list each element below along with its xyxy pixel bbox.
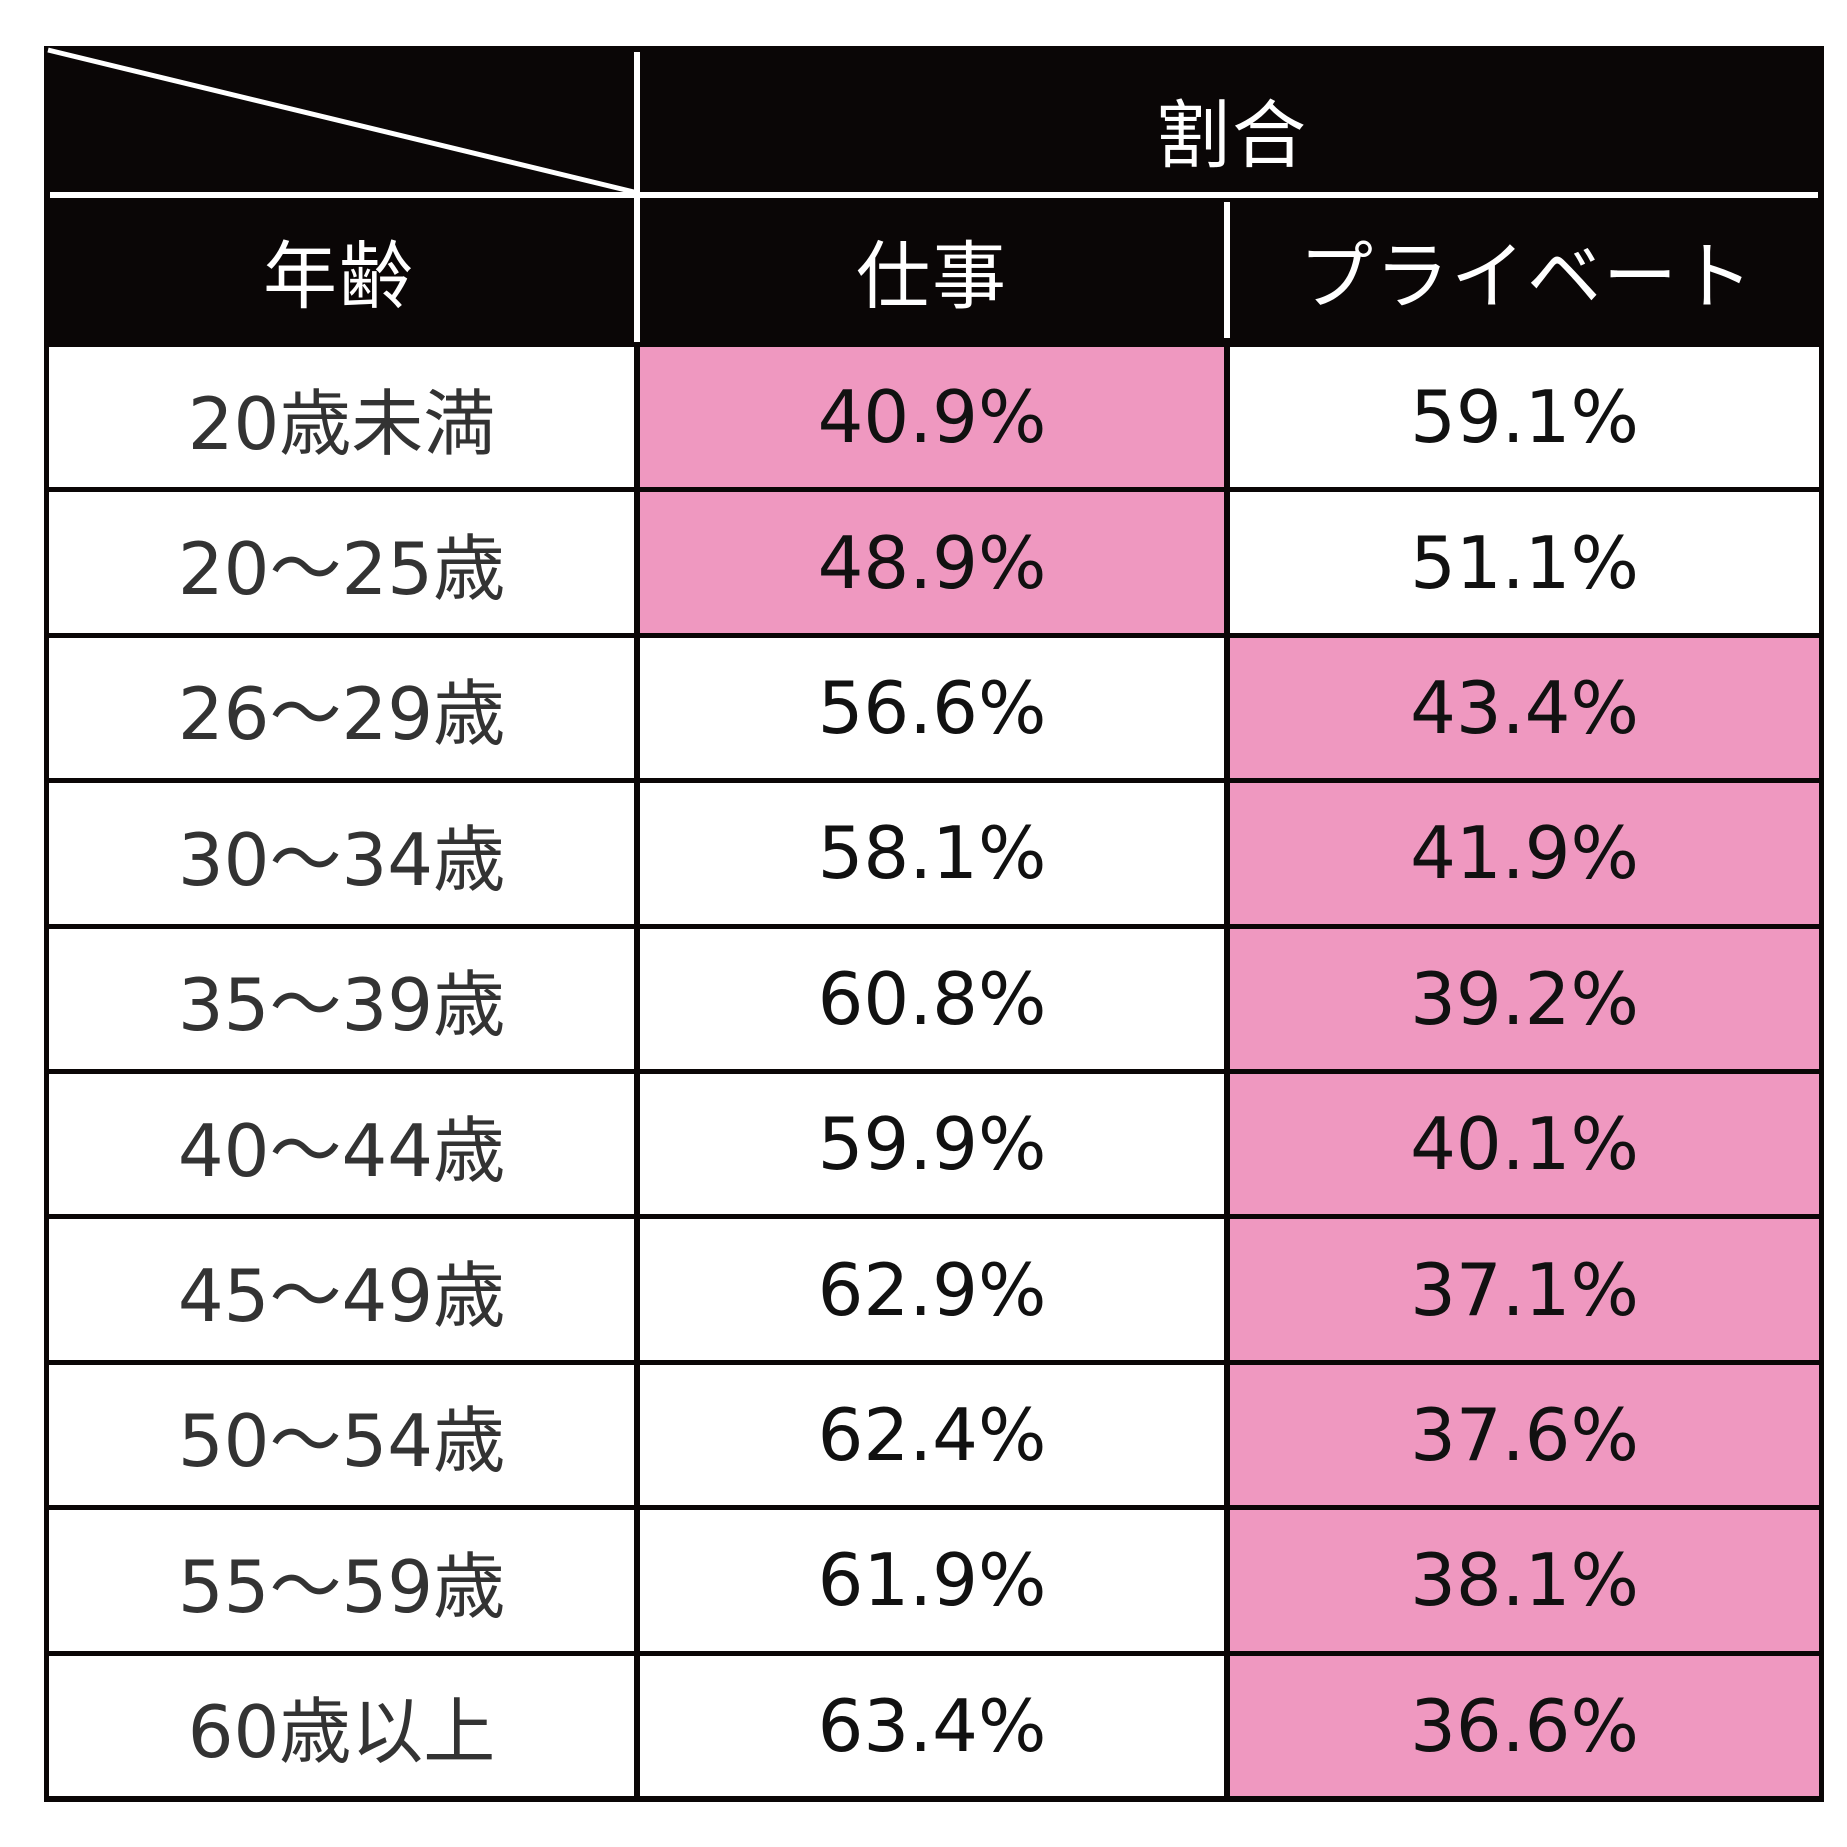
- header-divider-work-private: [1224, 202, 1230, 338]
- private-cell: 51.1%: [1230, 492, 1819, 633]
- age-cell: 30～34歳: [49, 783, 634, 924]
- private-cell: 40.1%: [1230, 1074, 1819, 1215]
- work-cell: 58.1%: [640, 783, 1224, 924]
- age-cell: 20～25歳: [49, 492, 634, 633]
- private-cell: 43.4%: [1230, 637, 1819, 779]
- age-cell: 40～44歳: [49, 1074, 634, 1215]
- header-work: 仕事: [640, 198, 1224, 342]
- age-cell: 55～59歳: [49, 1510, 634, 1651]
- work-cell: 61.9%: [640, 1510, 1224, 1651]
- work-cell: 48.9%: [640, 492, 1224, 633]
- private-cell: 36.6%: [1230, 1655, 1819, 1796]
- header-divider-horizontal: [50, 192, 1818, 198]
- work-cell: 62.9%: [640, 1219, 1224, 1360]
- age-cell: 60歳以上: [49, 1655, 634, 1796]
- work-cell: 63.4%: [640, 1655, 1224, 1796]
- work-cell: 56.6%: [640, 637, 1224, 779]
- age-cell: 50～54歳: [49, 1364, 634, 1506]
- private-cell: 38.1%: [1230, 1510, 1819, 1651]
- header-private: プライベート: [1230, 198, 1824, 342]
- private-cell: 39.2%: [1230, 928, 1819, 1069]
- private-cell: 41.9%: [1230, 783, 1819, 924]
- age-cell: 26～29歳: [49, 637, 634, 779]
- work-cell: 40.9%: [640, 347, 1224, 488]
- work-cell: 62.4%: [640, 1364, 1224, 1506]
- work-cell: 60.8%: [640, 928, 1224, 1069]
- age-cell: 45～49歳: [49, 1219, 634, 1360]
- age-cell: 35～39歳: [49, 928, 634, 1069]
- private-cell: 37.1%: [1230, 1219, 1819, 1360]
- header-age: 年齢: [44, 198, 634, 342]
- private-cell: 37.6%: [1230, 1364, 1819, 1506]
- private-cell: 59.1%: [1230, 347, 1819, 488]
- age-cell: 20歳未満: [49, 347, 634, 488]
- work-cell: 59.9%: [640, 1074, 1224, 1215]
- corner-diagonal-line: [47, 47, 635, 195]
- ratio-table: 割合 年齢 仕事 プライベート 20歳未満 40.9% 59.1% 20～25歳 48.…: [44, 46, 1824, 1802]
- group-header-ratio: 割合: [640, 46, 1824, 194]
